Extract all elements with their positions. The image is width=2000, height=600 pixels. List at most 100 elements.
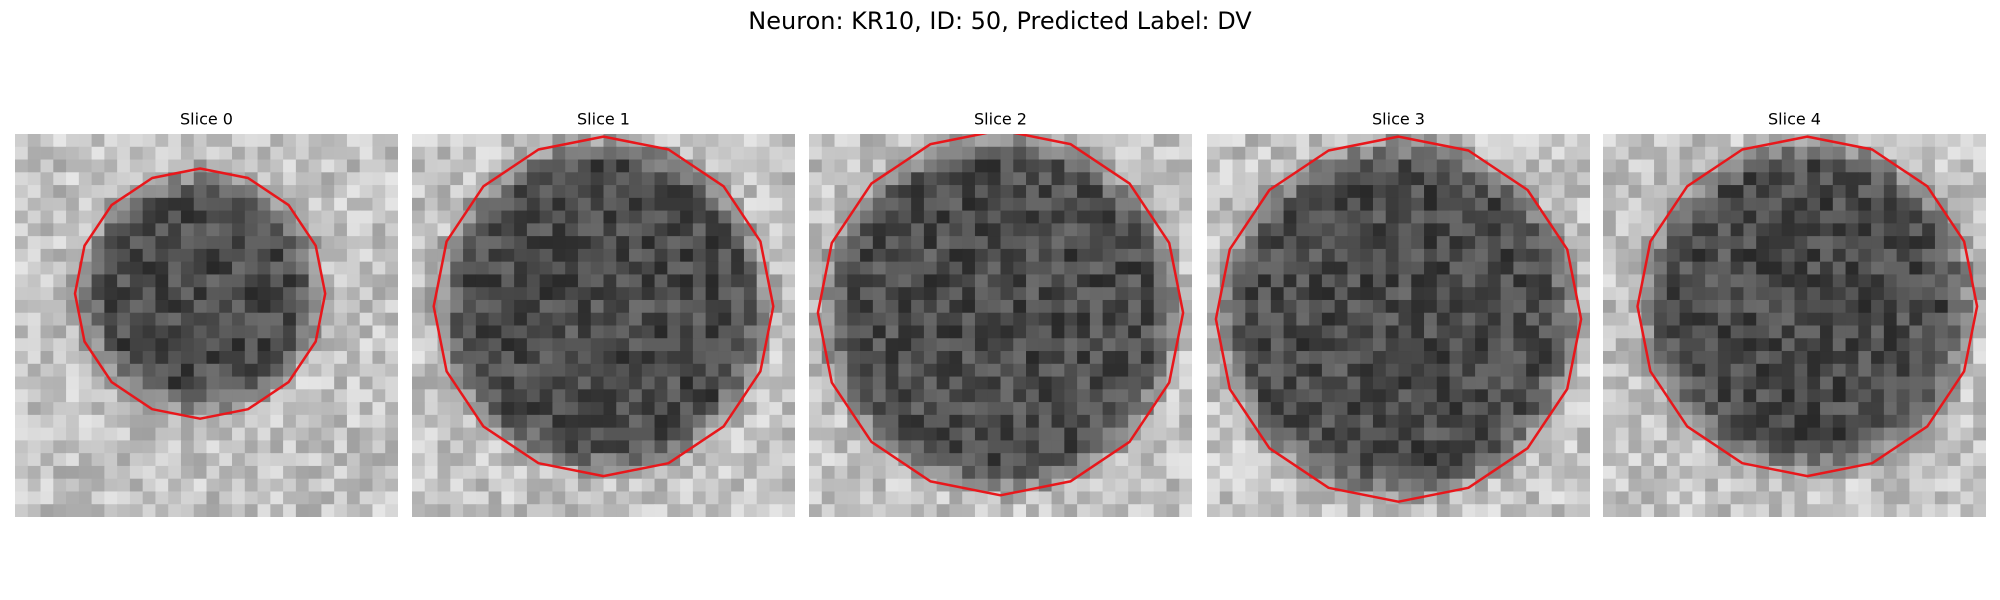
- pixel: [539, 376, 554, 390]
- pixel: [1947, 197, 1962, 212]
- pixel: [1934, 185, 1949, 199]
- pixel: [1858, 185, 1872, 199]
- pixel: [1666, 312, 1681, 327]
- pixel: [1679, 236, 1693, 250]
- pixel: [641, 299, 656, 314]
- pixel: [180, 325, 195, 339]
- pixel: [552, 236, 566, 250]
- pixel: [219, 261, 233, 276]
- pixel: [1321, 363, 1336, 378]
- pixel: [526, 478, 541, 493]
- pixel: [1372, 287, 1387, 301]
- pixel: [27, 210, 42, 224]
- pixel: [1577, 351, 1590, 365]
- pixel: [1807, 325, 1821, 339]
- pixel: [885, 146, 899, 161]
- pixel: [680, 261, 694, 276]
- pixel: [1947, 440, 1962, 454]
- pixel: [1947, 299, 1962, 314]
- pixel: [1526, 389, 1540, 403]
- pixel: [872, 325, 887, 339]
- pixel: [1360, 402, 1374, 416]
- pixel: [962, 440, 976, 454]
- pixel: [911, 274, 925, 288]
- pixel: [936, 338, 951, 352]
- pixel: [1883, 351, 1898, 365]
- pixel: [1807, 376, 1821, 390]
- pixel: [270, 414, 284, 429]
- pixel: [654, 478, 668, 493]
- pixel: [782, 325, 795, 339]
- pixel: [27, 363, 42, 378]
- pixel: [1666, 414, 1681, 429]
- pixel: [1207, 427, 1221, 441]
- pixel: [206, 134, 220, 148]
- pixel: [270, 312, 284, 327]
- pixel: [1909, 402, 1923, 416]
- pixel: [283, 185, 297, 199]
- pixel: [1538, 172, 1553, 186]
- pixel: [1334, 134, 1349, 148]
- pixel: [1654, 453, 1668, 467]
- pixel: [66, 465, 80, 480]
- pixel: [1487, 236, 1502, 250]
- pixel: [1845, 351, 1859, 365]
- pixel: [705, 185, 719, 199]
- pixel: [1679, 172, 1693, 186]
- pixel: [809, 210, 823, 224]
- pixel: [1411, 159, 1425, 173]
- pixel: [847, 146, 861, 161]
- pixel: [1462, 236, 1476, 250]
- pixel: [565, 414, 579, 429]
- pixel: [1449, 312, 1463, 327]
- pixel: [1845, 465, 1859, 480]
- pixel: [91, 427, 105, 441]
- pixel: [1487, 134, 1502, 148]
- pixel: [308, 210, 322, 224]
- pixel: [1871, 376, 1885, 390]
- pixel: [1922, 236, 1936, 250]
- pixel: [168, 389, 182, 403]
- pixel: [1909, 376, 1923, 390]
- pixel: [1845, 223, 1859, 237]
- pixel: [705, 299, 719, 314]
- pixel: [53, 338, 67, 352]
- pixel: [1140, 389, 1155, 403]
- pixel: [1321, 351, 1336, 365]
- pixel: [911, 402, 925, 416]
- pixel: [1179, 274, 1192, 288]
- pixel: [809, 504, 823, 517]
- pixel: [488, 351, 502, 365]
- pixel: [590, 210, 605, 224]
- pixel: [104, 478, 118, 493]
- pixel: [1449, 134, 1463, 148]
- pixel: [488, 134, 502, 148]
- pixel: [129, 223, 144, 237]
- pixel: [334, 402, 348, 416]
- pixel: [769, 134, 783, 148]
- pixel: [1641, 478, 1655, 493]
- pixel: [372, 159, 386, 173]
- pixel: [437, 376, 451, 390]
- pixel: [552, 274, 566, 288]
- pixel: [1564, 427, 1578, 441]
- pixel: [232, 453, 246, 467]
- pixel: [1922, 197, 1936, 212]
- pixel: [860, 440, 874, 454]
- pixel: [1360, 363, 1374, 378]
- pixel: [1538, 440, 1553, 454]
- pixel: [1743, 325, 1757, 339]
- pixel: [898, 440, 912, 454]
- pixel: [987, 363, 1002, 378]
- pixel: [1705, 159, 1719, 173]
- pixel: [1756, 146, 1770, 161]
- pixel: [962, 427, 976, 441]
- pixel: [1603, 312, 1617, 327]
- pixel: [1603, 504, 1617, 517]
- pixel: [104, 351, 118, 365]
- pixel: [155, 351, 169, 365]
- pixel: [1436, 248, 1451, 263]
- pixel: [743, 248, 758, 263]
- pixel: [1730, 236, 1745, 250]
- pixel: [565, 376, 579, 390]
